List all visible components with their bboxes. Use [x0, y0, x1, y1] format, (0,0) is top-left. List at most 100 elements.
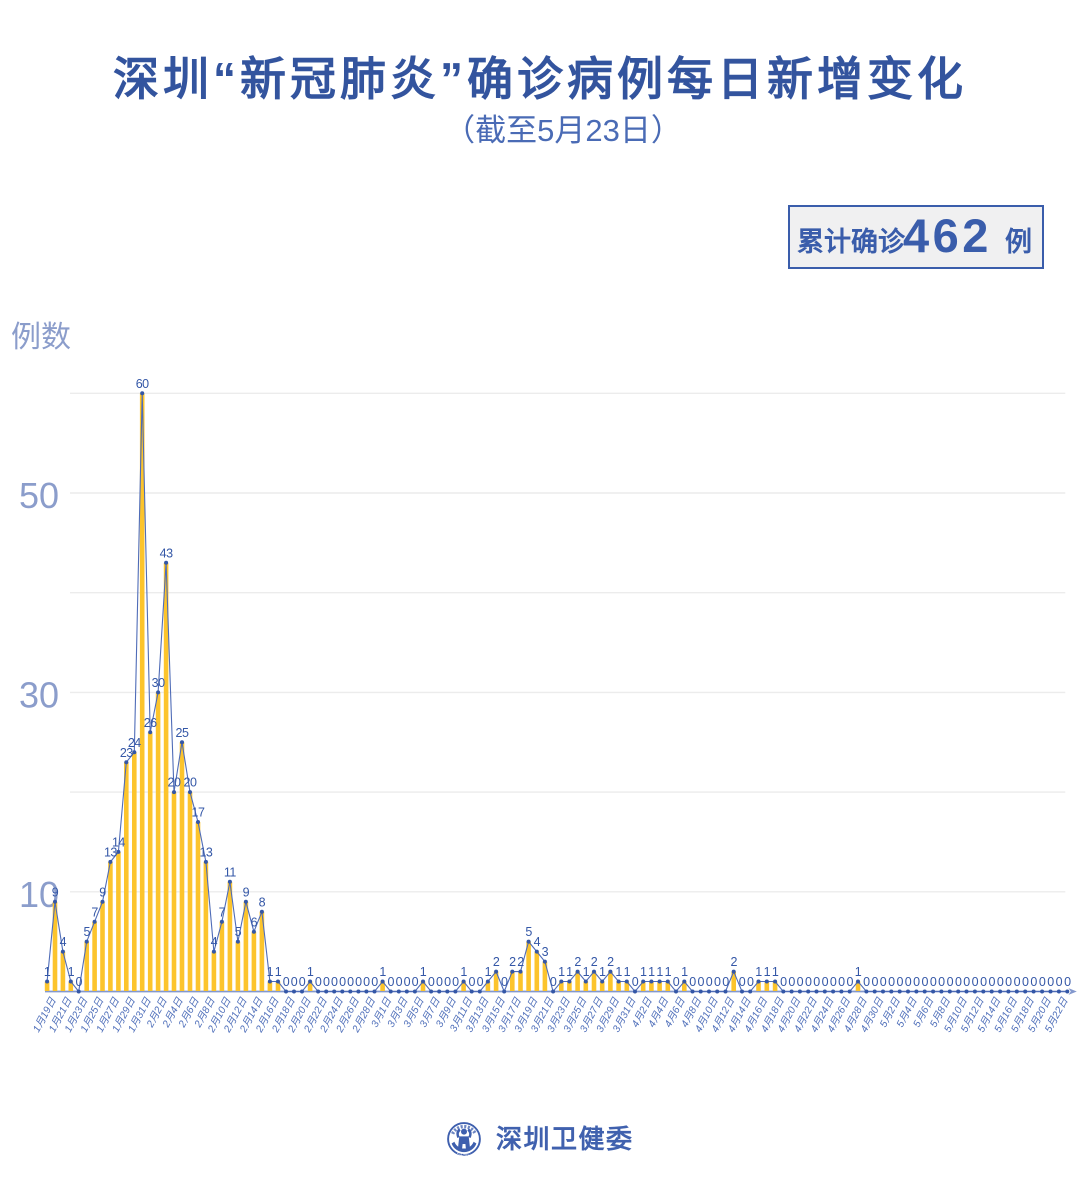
svg-text:0: 0 [436, 975, 443, 989]
svg-text:1: 1 [44, 965, 51, 979]
svg-text:0: 0 [396, 975, 403, 989]
svg-text:0: 0 [955, 975, 962, 989]
svg-text:0: 0 [1056, 975, 1063, 989]
svg-text:深圳卫健委: 深圳卫健委 [496, 1124, 634, 1154]
svg-text:0: 0 [404, 975, 411, 989]
svg-text:1: 1 [267, 965, 274, 979]
svg-text:（截至5月23日）: （截至5月23日） [444, 113, 682, 148]
svg-text:1: 1 [583, 965, 590, 979]
svg-text:2: 2 [574, 955, 581, 969]
svg-text:5: 5 [83, 925, 90, 939]
svg-text:24: 24 [128, 736, 141, 750]
svg-text:0: 0 [997, 975, 1004, 989]
svg-text:0: 0 [501, 975, 508, 989]
svg-text:4: 4 [60, 935, 67, 949]
svg-text:0: 0 [1005, 975, 1012, 989]
svg-text:深圳“新冠肺炎”确诊病例每日新增变化: 深圳“新冠肺炎”确诊病例每日新增变化 [113, 53, 967, 105]
svg-text:5: 5 [235, 925, 242, 939]
svg-text:例: 例 [1005, 227, 1032, 257]
svg-text:0: 0 [444, 975, 451, 989]
svg-text:20: 20 [184, 776, 197, 790]
svg-text:1: 1 [755, 965, 762, 979]
svg-text:0: 0 [323, 975, 330, 989]
svg-text:2: 2 [591, 955, 598, 969]
svg-text:0: 0 [1039, 975, 1046, 989]
svg-text:1: 1 [681, 965, 688, 979]
svg-text:0: 0 [846, 975, 853, 989]
svg-text:0: 0 [788, 975, 795, 989]
svg-text:1: 1 [615, 965, 622, 979]
svg-text:0: 0 [689, 975, 696, 989]
svg-text:0: 0 [673, 975, 680, 989]
svg-text:43: 43 [160, 546, 173, 560]
svg-text:30: 30 [152, 676, 165, 690]
svg-text:0: 0 [355, 975, 362, 989]
svg-text:20: 20 [168, 776, 181, 790]
svg-text:0: 0 [822, 975, 829, 989]
svg-text:4: 4 [534, 935, 541, 949]
svg-text:0: 0 [980, 975, 987, 989]
svg-text:5: 5 [525, 925, 532, 939]
svg-text:0: 0 [331, 975, 338, 989]
svg-text:0: 0 [291, 975, 298, 989]
svg-text:0: 0 [739, 975, 746, 989]
svg-text:9: 9 [52, 885, 59, 899]
svg-text:1: 1 [566, 965, 573, 979]
svg-text:1: 1 [379, 965, 386, 979]
svg-text:0: 0 [930, 975, 937, 989]
svg-text:1: 1 [665, 965, 672, 979]
svg-text:2: 2 [509, 955, 516, 969]
svg-text:0: 0 [896, 975, 903, 989]
svg-text:0: 0 [1064, 975, 1071, 989]
svg-text:0: 0 [963, 975, 970, 989]
svg-text:SZMC: SZMC [457, 1151, 471, 1156]
svg-text:3: 3 [542, 945, 549, 959]
svg-text:0: 0 [347, 975, 354, 989]
svg-text:1: 1 [624, 965, 631, 979]
svg-text:0: 0 [468, 975, 475, 989]
svg-text:0: 0 [988, 975, 995, 989]
svg-text:0: 0 [813, 975, 820, 989]
svg-text:例数: 例数 [11, 321, 71, 354]
svg-text:0: 0 [947, 975, 954, 989]
svg-text:25: 25 [176, 726, 189, 740]
svg-text:1: 1 [485, 965, 492, 979]
svg-text:0: 0 [452, 975, 459, 989]
svg-text:9: 9 [99, 885, 106, 899]
svg-text:0: 0 [363, 975, 370, 989]
svg-text:0: 0 [75, 975, 82, 989]
svg-text:30: 30 [19, 674, 59, 715]
svg-text:14: 14 [112, 836, 125, 850]
svg-text:0: 0 [315, 975, 322, 989]
svg-text:0: 0 [747, 975, 754, 989]
svg-text:1: 1 [275, 965, 282, 979]
svg-text:10: 10 [19, 874, 59, 915]
svg-text:26: 26 [144, 716, 157, 730]
svg-text:1: 1 [420, 965, 427, 979]
svg-text:0: 0 [780, 975, 787, 989]
svg-text:0: 0 [880, 975, 887, 989]
svg-text:0: 0 [1022, 975, 1029, 989]
svg-text:0: 0 [299, 975, 306, 989]
svg-text:0: 0 [371, 975, 378, 989]
svg-text:0: 0 [913, 975, 920, 989]
svg-text:6: 6 [251, 915, 258, 929]
svg-text:13: 13 [199, 846, 212, 860]
svg-text:7: 7 [219, 905, 226, 919]
svg-text:0: 0 [1030, 975, 1037, 989]
svg-text:0: 0 [972, 975, 979, 989]
svg-text:13: 13 [104, 846, 117, 860]
svg-text:1: 1 [640, 965, 647, 979]
svg-text:0: 0 [830, 975, 837, 989]
svg-text:1: 1 [855, 965, 862, 979]
svg-text:2: 2 [607, 955, 614, 969]
svg-text:0: 0 [938, 975, 945, 989]
svg-text:0: 0 [339, 975, 346, 989]
svg-text:1: 1 [599, 965, 606, 979]
svg-text:1: 1 [68, 965, 75, 979]
svg-text:0: 0 [477, 975, 484, 989]
svg-text:1: 1 [764, 965, 771, 979]
svg-text:0: 0 [697, 975, 704, 989]
svg-text:0: 0 [550, 975, 557, 989]
svg-text:0: 0 [1014, 975, 1021, 989]
